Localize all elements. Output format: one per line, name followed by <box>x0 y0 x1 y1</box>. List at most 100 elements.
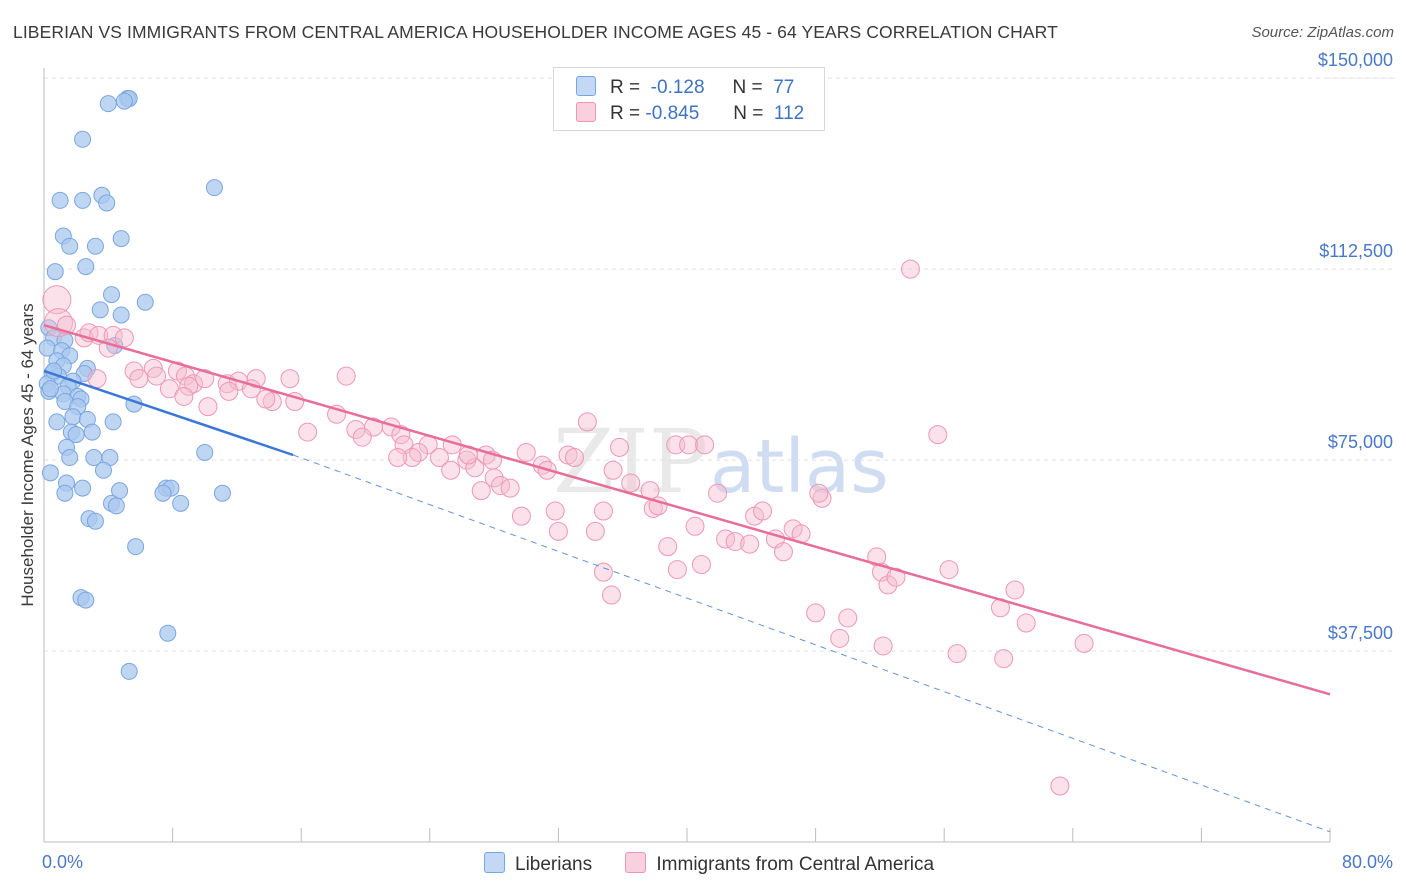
point-immigrant <box>87 369 107 389</box>
point-immigrant <box>429 448 449 468</box>
n-value-liberians: 77 <box>773 77 795 98</box>
legend-swatch-liberians <box>484 852 505 873</box>
point-immigrant <box>298 422 318 442</box>
point-liberian <box>107 497 125 515</box>
point-liberian <box>83 423 101 441</box>
y-tick-label: $75,000 <box>1328 432 1393 452</box>
point-immigrant <box>246 369 266 389</box>
point-immigrant <box>280 369 300 389</box>
point-liberian <box>104 413 122 431</box>
point-immigrant <box>593 501 613 521</box>
series-legend: Liberians Immigrants from Central Americ… <box>484 852 962 876</box>
point-liberian <box>172 494 190 512</box>
point-immigrant <box>1074 633 1094 653</box>
trend-lines <box>43 323 1331 833</box>
point-immigrant <box>114 328 134 348</box>
legend-swatch-immigrants <box>625 852 647 873</box>
point-liberian <box>196 443 214 461</box>
point-immigrant <box>679 435 699 455</box>
point-immigrant <box>695 435 715 455</box>
y-tick-label: $112,500 <box>1319 241 1393 261</box>
point-immigrant <box>352 427 372 447</box>
point-liberian <box>41 380 59 398</box>
r-label: R = <box>610 103 641 124</box>
point-liberian <box>86 237 104 255</box>
legend-item-liberians: Liberians <box>484 852 592 876</box>
point-immigrant <box>43 308 73 338</box>
point-immigrant <box>388 448 408 468</box>
stats-legend-row-liberians: R = -0.128 N = 77 <box>576 76 794 99</box>
point-liberian <box>205 179 223 197</box>
point-immigrant <box>873 636 893 656</box>
point-immigrant <box>179 376 199 396</box>
point-immigrant <box>471 481 491 501</box>
point-liberian <box>41 464 59 482</box>
point-immigrant <box>42 285 72 315</box>
point-immigrant <box>900 259 920 279</box>
watermark-zip: ZIP <box>553 410 708 513</box>
point-immigrant <box>947 644 967 664</box>
point-immigrant <box>867 547 887 567</box>
stats-legend-row-immigrants: R = -0.845 N = 112 <box>576 102 804 125</box>
point-immigrant <box>1005 580 1025 600</box>
point-liberian <box>48 413 66 431</box>
point-immigrant <box>484 468 504 488</box>
point-immigrant <box>500 478 520 498</box>
point-immigrant <box>465 458 485 478</box>
point-immigrant <box>545 501 565 521</box>
n-value-immigrants: 112 <box>773 103 805 124</box>
x-tick-label-max: 80.0% <box>1341 852 1393 872</box>
point-immigrant <box>183 374 203 394</box>
point-immigrant <box>402 448 422 468</box>
point-immigrant <box>806 603 826 623</box>
point-liberian <box>213 484 231 502</box>
stats-legend: R = -0.128 N = 77 R = -0.845 N = 112 <box>553 67 825 131</box>
point-immigrant <box>441 460 461 480</box>
point-immigrant <box>838 608 858 628</box>
point-immigrant <box>708 483 728 503</box>
point-immigrant <box>336 366 356 386</box>
n-label: N = <box>732 77 763 98</box>
y-tick-label: $150,000 <box>1318 50 1393 70</box>
point-immigrant <box>878 575 898 595</box>
point-immigrant <box>198 397 218 417</box>
point-liberian <box>61 237 79 255</box>
point-immigrant <box>577 412 597 432</box>
point-liberian <box>91 301 109 319</box>
point-immigrant <box>685 516 705 536</box>
point-liberian <box>77 258 95 276</box>
point-immigrant <box>174 386 194 406</box>
point-liberian <box>99 95 117 113</box>
watermark-atlas: atlas <box>710 424 889 510</box>
legend-label-liberians: Liberians <box>515 854 593 875</box>
point-liberian <box>127 538 145 556</box>
point-immigrant <box>409 442 429 462</box>
point-immigrant <box>691 554 711 574</box>
point-immigrant <box>585 521 605 541</box>
point-immigrant <box>928 425 948 445</box>
point-immigrant <box>516 442 536 462</box>
chart-title: LIBERIAN VS IMMIGRANTS FROM CENTRAL AMER… <box>13 22 1058 42</box>
y-tick-label: $37,500 <box>1328 623 1393 643</box>
point-liberian <box>159 624 177 642</box>
point-liberian <box>112 306 130 324</box>
point-liberian <box>154 484 172 502</box>
point-immigrant <box>886 567 906 587</box>
legend-item-immigrants: Immigrants from Central America <box>625 852 934 876</box>
point-liberian <box>74 479 92 497</box>
n-label: N = <box>733 103 764 124</box>
point-liberian <box>120 662 138 680</box>
series-immigrants-central-america <box>42 259 1094 796</box>
point-liberian <box>74 191 92 209</box>
point-liberian <box>74 130 92 148</box>
point-liberian <box>98 194 116 212</box>
gridlines <box>44 77 1395 652</box>
point-immigrant <box>603 460 623 480</box>
point-immigrant <box>830 628 850 648</box>
point-immigrant <box>564 448 584 468</box>
point-immigrant <box>1016 613 1036 633</box>
trend-liberians <box>43 369 294 457</box>
point-immigrant <box>601 585 621 605</box>
y-tick-labels: $150,000 $112,500 $75,000 $37,500 <box>1318 50 1393 643</box>
